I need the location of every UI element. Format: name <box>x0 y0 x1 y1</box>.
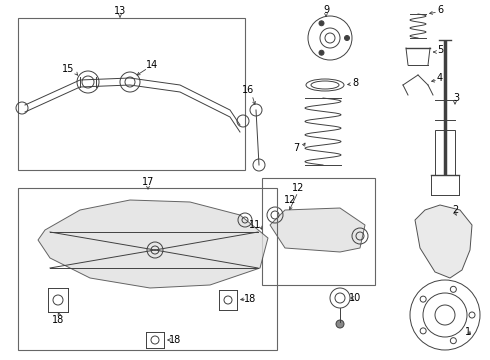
Circle shape <box>319 21 324 26</box>
Text: 14: 14 <box>146 60 158 70</box>
Text: 6: 6 <box>437 5 443 15</box>
Polygon shape <box>38 200 268 288</box>
Circle shape <box>336 320 344 328</box>
Circle shape <box>344 36 349 41</box>
Polygon shape <box>270 208 365 252</box>
Text: 12: 12 <box>292 183 304 193</box>
Circle shape <box>319 50 324 55</box>
Text: 18: 18 <box>244 294 256 304</box>
Text: 16: 16 <box>242 85 254 95</box>
Text: 1: 1 <box>465 327 471 337</box>
Text: 11: 11 <box>249 220 261 230</box>
Text: 10: 10 <box>349 293 361 303</box>
Text: 5: 5 <box>437 45 443 55</box>
Text: 13: 13 <box>114 6 126 16</box>
Text: 17: 17 <box>142 177 154 187</box>
Text: 18: 18 <box>52 315 64 325</box>
Text: 3: 3 <box>453 93 459 103</box>
Text: 15: 15 <box>62 64 74 74</box>
Text: 12: 12 <box>284 195 296 205</box>
Text: 7: 7 <box>293 143 299 153</box>
Text: 18: 18 <box>169 335 181 345</box>
Text: 8: 8 <box>352 78 358 88</box>
Text: 4: 4 <box>437 73 443 83</box>
Text: 9: 9 <box>323 5 329 15</box>
Text: 2: 2 <box>452 205 458 215</box>
Polygon shape <box>415 205 472 278</box>
